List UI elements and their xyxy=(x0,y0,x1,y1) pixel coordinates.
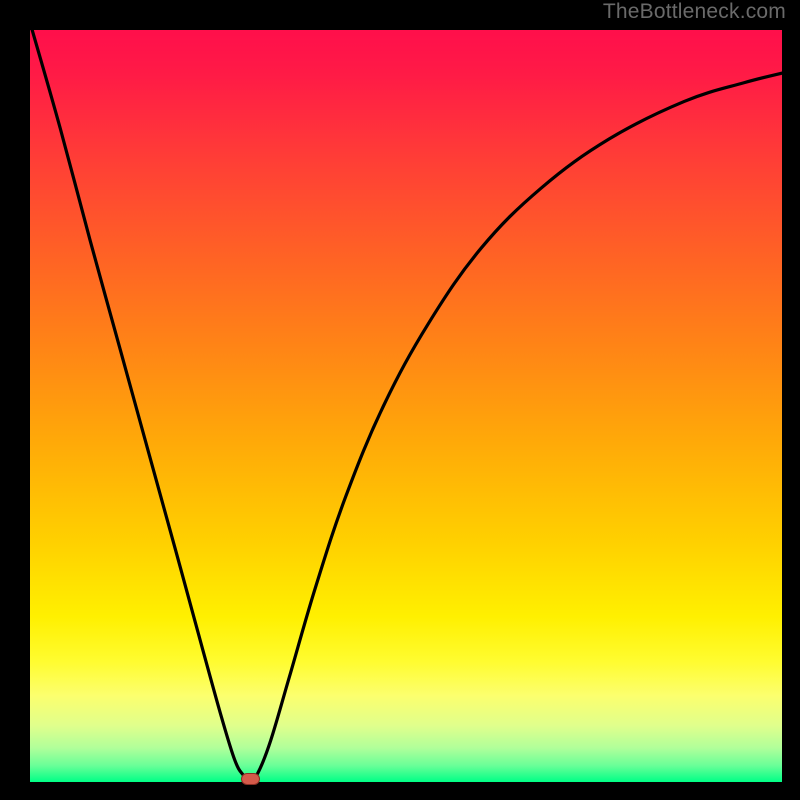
attribution-text: TheBottleneck.com xyxy=(603,0,786,24)
bottleneck-curve xyxy=(30,30,782,782)
chart-frame xyxy=(0,0,800,800)
plot-area xyxy=(30,30,782,782)
minimum-marker xyxy=(241,773,261,786)
